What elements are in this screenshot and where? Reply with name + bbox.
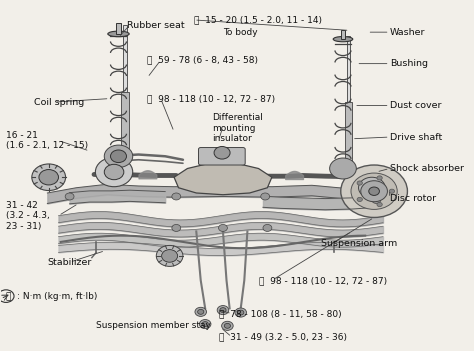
- Text: Suspension arm: Suspension arm: [321, 239, 397, 248]
- Circle shape: [156, 245, 183, 266]
- FancyBboxPatch shape: [346, 36, 350, 102]
- FancyBboxPatch shape: [0, 1, 445, 350]
- Text: Rubber seat: Rubber seat: [128, 21, 185, 30]
- Circle shape: [32, 164, 65, 191]
- Text: Disc rotor: Disc rotor: [390, 194, 436, 203]
- Circle shape: [357, 181, 363, 185]
- Circle shape: [237, 310, 244, 315]
- Circle shape: [224, 323, 230, 328]
- Text: Ⓢ  31 - 49 (3.2 - 5.0, 23 - 36): Ⓢ 31 - 49 (3.2 - 5.0, 23 - 36): [219, 332, 346, 342]
- Circle shape: [219, 224, 228, 231]
- Circle shape: [377, 203, 382, 207]
- Text: Differential
mounting
insulator: Differential mounting insulator: [212, 113, 263, 143]
- Text: Drive shaft: Drive shaft: [390, 133, 442, 141]
- Text: Stabilizer: Stabilizer: [47, 258, 92, 267]
- Text: Shock absorber: Shock absorber: [390, 164, 464, 173]
- Circle shape: [389, 189, 394, 193]
- Circle shape: [198, 309, 204, 314]
- Circle shape: [200, 319, 211, 329]
- Circle shape: [351, 173, 397, 210]
- Polygon shape: [174, 163, 272, 195]
- FancyBboxPatch shape: [345, 102, 352, 168]
- Circle shape: [357, 197, 363, 201]
- Text: 16 - 21
(1.6 - 2.1, 12 - 15): 16 - 21 (1.6 - 2.1, 12 - 15): [6, 131, 88, 150]
- Circle shape: [162, 250, 178, 262]
- Circle shape: [217, 306, 229, 314]
- Circle shape: [95, 157, 133, 187]
- Text: Ⓢ  78 - 108 (8 - 11, 58 - 80): Ⓢ 78 - 108 (8 - 11, 58 - 80): [219, 309, 341, 318]
- Circle shape: [220, 308, 226, 312]
- FancyBboxPatch shape: [123, 25, 127, 92]
- Text: Ⓢ  : N·m (kg·m, ft·lb): Ⓢ : N·m (kg·m, ft·lb): [6, 292, 97, 300]
- Text: Ⓢ  59 - 78 (6 - 8, 43 - 58): Ⓢ 59 - 78 (6 - 8, 43 - 58): [147, 55, 258, 65]
- Text: Coil spring: Coil spring: [34, 98, 84, 107]
- Text: To body: To body: [223, 28, 257, 37]
- Text: Ⓢ  98 - 118 (10 - 12, 72 - 87): Ⓢ 98 - 118 (10 - 12, 72 - 87): [147, 94, 275, 103]
- Text: 31 - 42
(3.2 - 4.3,
23 - 31): 31 - 42 (3.2 - 4.3, 23 - 31): [6, 201, 50, 231]
- Circle shape: [202, 322, 208, 326]
- Circle shape: [329, 158, 356, 179]
- Circle shape: [263, 224, 272, 231]
- FancyBboxPatch shape: [341, 31, 345, 39]
- Text: Ⓢ  98 - 118 (10 - 12, 72 - 87): Ⓢ 98 - 118 (10 - 12, 72 - 87): [258, 276, 387, 285]
- Circle shape: [172, 224, 181, 231]
- Circle shape: [110, 150, 127, 163]
- Ellipse shape: [108, 31, 129, 37]
- Circle shape: [261, 193, 270, 200]
- Circle shape: [214, 146, 230, 159]
- FancyBboxPatch shape: [116, 24, 121, 34]
- Text: Bushing: Bushing: [390, 59, 428, 68]
- Circle shape: [377, 176, 382, 180]
- Circle shape: [358, 177, 385, 198]
- Circle shape: [104, 164, 124, 180]
- Text: Ⓢ  15 - 20 (1.5 - 2.0, 11 - 14): Ⓢ 15 - 20 (1.5 - 2.0, 11 - 14): [194, 15, 322, 25]
- Text: Dust cover: Dust cover: [390, 101, 441, 110]
- FancyBboxPatch shape: [121, 92, 129, 158]
- Circle shape: [195, 307, 207, 316]
- Text: Suspension member stay: Suspension member stay: [96, 321, 211, 330]
- Circle shape: [369, 187, 379, 196]
- Circle shape: [235, 308, 246, 317]
- Text: Washer: Washer: [390, 28, 425, 37]
- Circle shape: [39, 170, 58, 185]
- Ellipse shape: [333, 37, 353, 42]
- Circle shape: [372, 197, 381, 204]
- Circle shape: [341, 165, 408, 218]
- Circle shape: [222, 321, 233, 330]
- Circle shape: [172, 193, 181, 200]
- Circle shape: [104, 145, 133, 167]
- Circle shape: [361, 181, 387, 202]
- FancyBboxPatch shape: [199, 147, 245, 165]
- Circle shape: [65, 193, 74, 200]
